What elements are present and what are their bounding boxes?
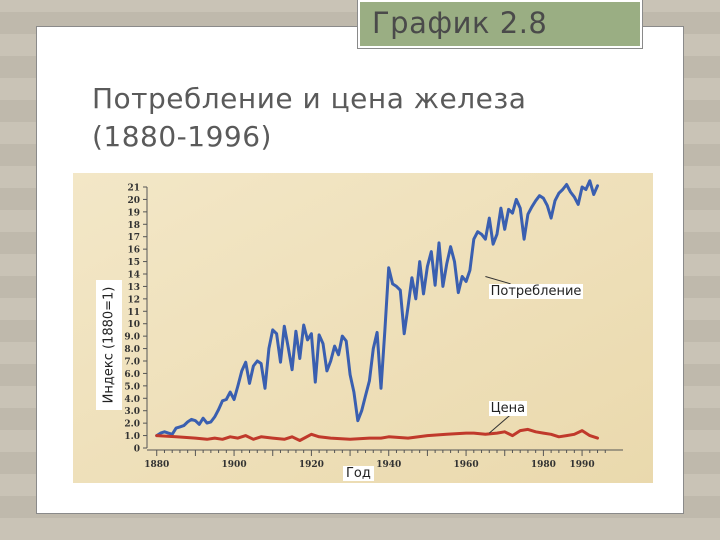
chart-background: [73, 173, 653, 483]
y-tick-label: 12: [127, 295, 140, 305]
y-tick-label: 19: [127, 208, 140, 218]
y-tick-label: 3.0: [124, 407, 140, 417]
series-label-consumption: Потребление: [488, 283, 584, 299]
chart: 0 1.0 2.0 3.0 4.0 5.0 6.0 7.0 8.0 9.0 10 11 12 13 14 15…: [73, 173, 653, 483]
y-tick-label: 17: [127, 233, 140, 243]
y-tick-label: 18: [127, 221, 140, 231]
x-tick-label: 1920: [299, 460, 324, 470]
y-tick-label: 6.0: [124, 370, 140, 380]
y-tick-label: 1.0: [124, 432, 140, 442]
y-tick-label: 15: [127, 258, 140, 268]
chart-series: [155, 179, 599, 442]
y-tick-label: 21: [127, 184, 140, 194]
slide-title: Потребление и цена железа (1880-1996): [92, 82, 527, 153]
x-axis-label: Год: [343, 466, 374, 481]
consumption-arrow: [485, 276, 511, 285]
price-line: [155, 427, 599, 442]
x-tick-label: 1980: [531, 460, 556, 470]
y-tick-label: 0: [134, 445, 140, 455]
y-tick-label: 10: [127, 320, 140, 330]
x-tick-label: 1960: [454, 460, 479, 470]
consumption-line: [155, 179, 599, 438]
x-tick-label: 1940: [376, 460, 401, 470]
price-arrow: [488, 414, 511, 434]
y-axis-label: Индекс (1880=1): [101, 286, 117, 404]
y-tick-label: 5.0: [124, 382, 140, 392]
x-tick-label: 1900: [222, 460, 247, 470]
y-tick-label: 13: [127, 283, 140, 293]
y-tick-label: 4.0: [124, 395, 140, 405]
x-tick-label: 1880: [144, 460, 169, 470]
chart-axes: 0 1.0 2.0 3.0 4.0 5.0 6.0 7.0 8.0 9.0 10 11 12 13 14 15…: [124, 184, 623, 470]
y-tick-label: 2.0: [124, 420, 140, 430]
x-tick-label: 1990: [570, 460, 595, 470]
slide-tag: График 2.8: [357, 0, 643, 49]
y-tick-label: 14: [127, 271, 140, 281]
y-axis-label-background: [96, 280, 122, 410]
y-tick-label: 9.0: [124, 333, 140, 343]
y-tick-label: 11: [127, 308, 140, 318]
y-tick-label: 20: [127, 196, 140, 206]
y-tick-label: 7.0: [124, 358, 140, 368]
slide-tag-text: График 2.8: [372, 6, 548, 40]
y-tick-label: 16: [127, 246, 140, 256]
series-label-price: Цена: [488, 400, 528, 416]
y-tick-label: 8.0: [124, 345, 140, 355]
